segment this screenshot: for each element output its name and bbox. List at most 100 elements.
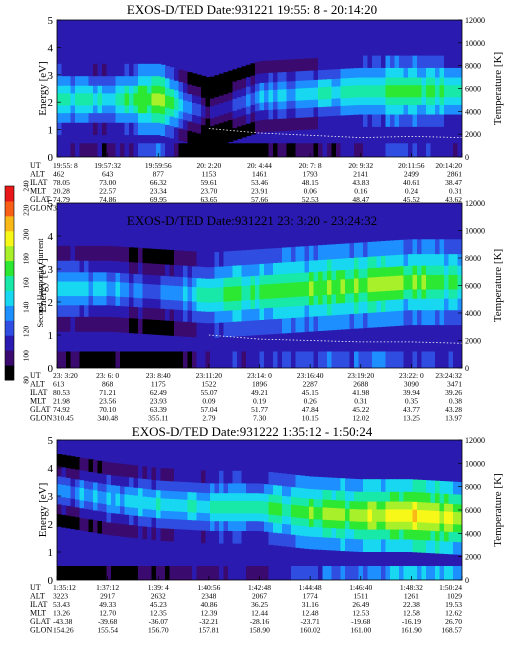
- cell-value: 23.56: [99, 397, 116, 406]
- y-tick-label: 1: [48, 330, 54, 342]
- spectrogram-cell: [448, 351, 454, 368]
- spectrogram-cell: [237, 351, 243, 368]
- colorbar-tick-label: 200: [22, 229, 31, 241]
- spectrogram-cell: [174, 566, 180, 580]
- spectrogram-cell: [97, 491, 103, 504]
- spectrogram-area: [57, 440, 462, 580]
- spectrogram-cell: [174, 351, 180, 368]
- spectrogram-cell: [178, 499, 184, 512]
- colorbar-frame: [4, 185, 15, 381]
- spectrogram-cell: [385, 351, 391, 368]
- spectrogram-cell: [106, 143, 112, 157]
- cell-value: -28.16: [250, 617, 270, 626]
- spectrogram-cell: [57, 566, 63, 580]
- spectrogram-cell: [381, 351, 387, 368]
- spectrogram-cell: [439, 511, 445, 524]
- spectrogram-cell: [295, 566, 301, 580]
- spectrogram-cell: [390, 509, 396, 522]
- spectrogram-cell: [219, 103, 225, 116]
- spectrogram-cell: [295, 143, 301, 157]
- cell-value: 63.65: [200, 195, 217, 204]
- cell-value: 1175: [151, 380, 166, 389]
- cell-value: 53.43: [53, 600, 70, 609]
- spectrogram-cell: [354, 143, 360, 157]
- y-tick-label: 3: [48, 491, 54, 503]
- cell-value: 23: 3:20: [53, 371, 78, 380]
- spectrogram-cell: [408, 566, 414, 580]
- spectrogram-cell: [448, 143, 454, 157]
- spectrogram-cell: [313, 506, 319, 520]
- spectrogram-cell: [133, 566, 139, 580]
- spectrogram-cell: [66, 93, 72, 106]
- spectrogram-cell: [394, 143, 400, 157]
- cell-value: 0.38: [449, 397, 462, 406]
- spectrogram-cell: [340, 279, 346, 294]
- spectrogram-cell: [421, 566, 427, 580]
- spectrogram-cell: [322, 143, 328, 157]
- cell-value: 3223: [53, 592, 68, 601]
- spectrogram-cell: [84, 488, 90, 502]
- spectrogram-cell: [313, 143, 319, 157]
- spectrogram-cell: [286, 351, 292, 368]
- spectrogram-cell: [300, 505, 306, 519]
- spectrogram-cell: [66, 351, 72, 368]
- spectrogram-cell: [286, 504, 292, 517]
- spectrogram-cell: [376, 509, 382, 522]
- row-label: GLON: [30, 204, 52, 213]
- spectrogram-cell: [106, 492, 112, 505]
- spectrogram-cell: [111, 281, 117, 297]
- colorbar-segment: [5, 320, 14, 336]
- row-label: ALT: [30, 170, 45, 179]
- cell-value: 161.90: [401, 626, 422, 635]
- spectrogram-cell: [61, 281, 67, 297]
- cell-value: 0.26: [304, 397, 317, 406]
- spectrogram-cell: [70, 566, 76, 580]
- spectrogram-cell: [241, 501, 247, 514]
- spectrogram-cell: [259, 501, 265, 514]
- spectrogram-cell: [430, 143, 436, 157]
- spectrogram-cell: [327, 86, 333, 99]
- spectrogram-cell: [417, 143, 423, 157]
- spectrogram-cell: [336, 86, 342, 99]
- spectrogram-cell: [336, 143, 342, 157]
- spectrogram-cell: [192, 143, 198, 157]
- spectrogram-cell: [358, 143, 364, 157]
- y2-tick-label: 6000: [465, 282, 481, 291]
- spectrogram-cell: [115, 143, 121, 157]
- cell-value: 1:35:12: [53, 583, 76, 592]
- spectrogram-cell: [219, 143, 225, 157]
- spectrogram-cell: [70, 486, 76, 499]
- spectrogram-cell: [354, 566, 360, 580]
- colorbar-segment: [5, 305, 14, 321]
- spectrogram-cell: [264, 90, 270, 103]
- spectrogram-cell: [61, 484, 67, 498]
- spectrogram-cell: [340, 351, 346, 368]
- spectrogram-cell: [201, 105, 207, 118]
- spectrogram-cell: [327, 566, 333, 580]
- spectrogram-cell: [304, 506, 310, 519]
- spectrogram-cell: [295, 282, 301, 297]
- spectrogram-cell: [331, 86, 337, 99]
- spectrogram-cell: [70, 351, 76, 368]
- spectrogram-cell: [201, 500, 207, 514]
- spectrogram-cell: [165, 498, 171, 512]
- spectrogram-cell: [417, 351, 423, 368]
- spectrogram-cell: [187, 351, 193, 368]
- spectrogram-area: [57, 20, 462, 157]
- spectrogram-cell: [372, 85, 378, 98]
- spectrogram-cell: [196, 287, 202, 302]
- spectrogram-cell: [232, 286, 238, 301]
- row-label: GLON: [30, 414, 52, 423]
- spectrogram-cell: [300, 351, 306, 368]
- cell-value: 22.57: [99, 187, 116, 196]
- spectrogram-cell: [421, 85, 427, 98]
- cell-value: 340.48: [97, 414, 118, 423]
- spectrogram-cell: [75, 351, 81, 368]
- spectrogram-cell: [111, 566, 117, 580]
- y2-tick-label: 10000: [465, 227, 485, 236]
- spectrogram-cell: [264, 351, 270, 368]
- spectrogram-cell: [169, 498, 175, 512]
- spectrogram-cell: [124, 566, 130, 580]
- spectrogram-cell: [457, 143, 462, 157]
- spectrogram-cell: [336, 351, 342, 368]
